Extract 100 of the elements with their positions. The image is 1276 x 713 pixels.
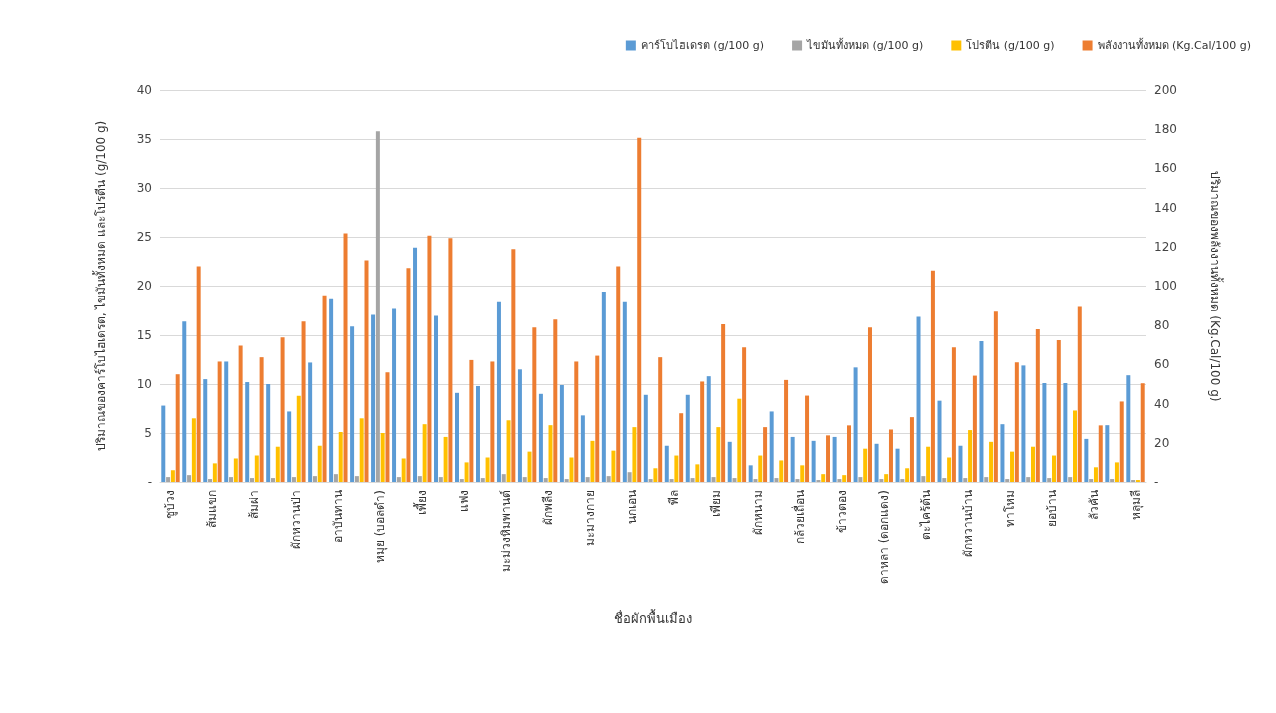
bar (422, 424, 427, 482)
x-tick-label: ยอบ้าน (1044, 490, 1059, 527)
bar (648, 479, 653, 482)
bar (863, 448, 868, 482)
bar (637, 137, 642, 482)
bar (1089, 479, 1094, 482)
bar (196, 266, 201, 482)
bar (643, 394, 648, 482)
y2-tick-label: 140 (1154, 200, 1177, 215)
x-tick-label: ลัวคัน (1086, 490, 1101, 520)
bar (695, 464, 700, 482)
y2-tick-label: - (1154, 475, 1159, 489)
y2-tick-label: 80 (1154, 318, 1170, 333)
x-tick-label: ดาหลา (ดอกแดง) (876, 490, 891, 585)
legend-label: ไขมันทั้งหมด (g/100 g) (806, 37, 924, 52)
bar (270, 478, 275, 482)
bar (543, 478, 548, 482)
bar (564, 479, 569, 482)
bar (338, 432, 343, 482)
bar (1005, 479, 1010, 482)
bar (1140, 383, 1145, 482)
y2-tick-label: 100 (1154, 279, 1177, 293)
bar (443, 436, 448, 482)
bar (805, 395, 810, 482)
x-tick-label: มะม่วงหิมพานต์ (499, 490, 514, 572)
bar (250, 478, 254, 482)
bar (212, 463, 217, 482)
bar (958, 445, 963, 482)
bar (821, 474, 826, 482)
bar (784, 379, 789, 482)
y-tick-label: 35 (136, 132, 152, 146)
y-tick-label: 40 (136, 83, 152, 97)
bar (1077, 306, 1082, 482)
bar (984, 477, 989, 482)
bar (1047, 478, 1052, 482)
x-tick-label: ผักหวานป่า (289, 490, 304, 549)
bar (664, 445, 669, 482)
bar (690, 478, 695, 482)
legend-label: พลังงานทั้งหมด (Kg.Cal/100 g) (1097, 37, 1252, 52)
bar (275, 446, 280, 482)
bar (627, 472, 632, 482)
bar (485, 457, 490, 482)
x-tick-label: ทาโหม (1002, 490, 1017, 527)
bar (774, 478, 779, 482)
y-tick-label: 25 (136, 230, 152, 244)
bar (229, 477, 234, 482)
bar (191, 418, 196, 482)
legend-label: คาร์โบไฮเดรต (g/100 g) (640, 38, 765, 52)
bar (459, 479, 464, 482)
bar (748, 465, 753, 482)
bar (354, 476, 359, 482)
x-tick-label: หลุมลี (1128, 490, 1144, 520)
bar (711, 477, 716, 482)
bar (208, 479, 213, 482)
bar (170, 470, 175, 482)
bar (753, 479, 758, 482)
bar (254, 455, 259, 482)
bar (837, 479, 842, 482)
bar (233, 458, 238, 482)
bar (926, 446, 931, 482)
bar (291, 477, 296, 482)
bar (800, 465, 805, 482)
bar (853, 367, 858, 482)
bar (795, 479, 800, 482)
x-tick-label: ผักพลีง (541, 490, 556, 525)
y-tick-label: 20 (136, 279, 152, 293)
y-tick-label: 15 (136, 328, 152, 342)
y-tick-label: 30 (136, 181, 152, 195)
bar (1093, 467, 1098, 482)
bar (611, 450, 616, 482)
bar (905, 468, 910, 482)
bar (900, 479, 905, 482)
bar (989, 441, 994, 482)
bar (842, 475, 847, 482)
x-tick-label: ผักหวานบ้าน (960, 490, 975, 557)
bar (921, 476, 926, 482)
x-tick-label: อาบันทาน (331, 490, 346, 543)
x-tick-label: แฟง (457, 490, 472, 512)
bar (1084, 438, 1089, 482)
bar (1010, 451, 1015, 482)
bar (727, 441, 732, 482)
bar (916, 316, 921, 482)
bar (480, 478, 485, 482)
x-tick-label: นกเอน (625, 490, 640, 524)
bar (396, 477, 401, 482)
x-tick-label: หมุย (บอลดำ) (373, 490, 389, 564)
x-tick-label: ชูบ้วง (163, 490, 179, 519)
bar (947, 457, 952, 482)
y-tick-label: 10 (136, 377, 152, 391)
x-tick-label: ส้มผ่า (247, 490, 262, 519)
bar (963, 478, 968, 482)
y-tick-label: 5 (144, 426, 152, 440)
x-tick-label: ข้าวตอง (834, 490, 849, 533)
bar (1052, 455, 1056, 482)
y2-tick-label: 200 (1154, 83, 1177, 97)
bar (732, 478, 737, 482)
bar (879, 479, 884, 482)
bar (333, 474, 338, 482)
y2-tick-label: 40 (1154, 396, 1170, 411)
y2-tick-label: 20 (1154, 435, 1170, 450)
